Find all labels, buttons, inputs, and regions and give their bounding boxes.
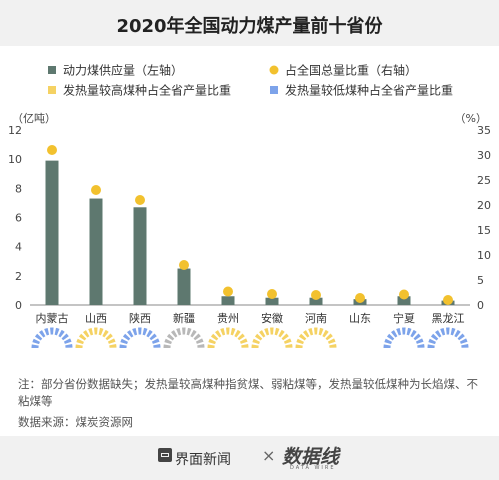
mix-ring <box>251 327 293 349</box>
category-label: 山西 <box>85 312 107 325</box>
chart-title: 2020年全国动力煤产量前十省份 <box>116 16 383 37</box>
bar <box>45 160 59 305</box>
legend-low-heat-swatch <box>270 86 278 94</box>
left-tick-label: 2 <box>15 270 22 283</box>
right-tick-label: 25 <box>477 174 491 187</box>
left-tick-label: 10 <box>8 153 22 166</box>
share-dot <box>179 260 189 270</box>
mix-ring <box>295 327 337 349</box>
legend-high-heat-label: 发热量较高煤种占全省产量比重 <box>63 83 231 98</box>
right-tick-label: 0 <box>477 299 484 312</box>
title-band <box>0 0 499 46</box>
category-label: 河南 <box>305 312 327 325</box>
mix-ring <box>31 327 73 349</box>
share-dot <box>311 290 321 300</box>
bar <box>133 207 147 305</box>
right-tick-label: 5 <box>477 274 484 287</box>
brand-jiemian: 界面新闻 <box>175 452 231 468</box>
legend-supply-label: 动力煤供应量（左轴） <box>63 63 183 78</box>
footer-band <box>0 436 499 480</box>
right-tick-label: 10 <box>477 249 491 262</box>
category-label: 内蒙古 <box>36 311 69 325</box>
times-sign: × <box>262 446 276 465</box>
category-label: 黑龙江 <box>432 312 465 325</box>
mix-ring <box>75 327 117 349</box>
legend-share-swatch <box>269 65 279 75</box>
share-dot <box>399 289 409 300</box>
left-tick-label: 0 <box>15 299 22 312</box>
share-dot <box>135 195 145 205</box>
chart-svg: 动力煤供应量（左轴） 占全国总量比重（右轴） 发热量较高煤种占全省产量比重 发热量较低… <box>8 63 491 349</box>
share-dot <box>47 145 57 155</box>
bar <box>221 296 235 305</box>
mix-ring <box>119 327 161 349</box>
share-dot <box>223 286 233 297</box>
legend-high-heat-swatch <box>48 86 56 94</box>
mix-ring <box>163 327 205 349</box>
left-tick-label: 6 <box>15 212 22 225</box>
legend-supply-swatch <box>48 66 56 74</box>
share-dot <box>443 295 453 305</box>
brand-datawire: 数据线 <box>282 446 340 468</box>
category-label: 宁夏 <box>393 311 415 325</box>
share-dot <box>355 293 365 303</box>
left-tick-label: 4 <box>15 241 22 254</box>
mix-ring <box>427 327 469 349</box>
legend-share-label: 占全国总量比重（右轴） <box>285 63 417 78</box>
category-label: 陕西 <box>129 311 151 325</box>
right-tick-label: 20 <box>477 199 491 212</box>
data-source: 数据来源：煤炭资源网 <box>18 415 133 429</box>
share-dot <box>267 289 277 299</box>
right-axis-unit: （%） <box>455 112 487 125</box>
category-label: 新疆 <box>173 311 195 325</box>
left-axis-unit: （亿吨） <box>12 112 56 125</box>
footnote: 注：部分省份数据缺失；发热量较高煤种指贫煤、弱粘煤等，发热量较低煤种为长焰煤、不… <box>18 377 478 408</box>
bar <box>309 297 323 305</box>
bar <box>177 268 191 305</box>
category-label: 山东 <box>349 312 371 325</box>
bar <box>397 296 411 305</box>
category-label: 贵州 <box>217 312 239 325</box>
brand-datawire-sub: DATA WIRE <box>290 465 336 471</box>
legend-low-heat-label: 发热量较低煤种占全省产量比重 <box>285 83 453 98</box>
mix-ring <box>207 327 249 349</box>
right-tick-label: 15 <box>477 224 491 237</box>
bar <box>265 297 279 305</box>
left-tick-label: 8 <box>15 182 22 195</box>
left-tick-label: 12 <box>8 124 22 137</box>
share-dot <box>91 185 101 195</box>
mix-ring <box>383 327 425 349</box>
jiemian-logo-icon <box>158 448 172 462</box>
bar <box>89 198 103 305</box>
right-tick-label: 30 <box>477 149 491 162</box>
category-label: 安徽 <box>261 311 283 325</box>
right-tick-label: 35 <box>477 124 491 137</box>
